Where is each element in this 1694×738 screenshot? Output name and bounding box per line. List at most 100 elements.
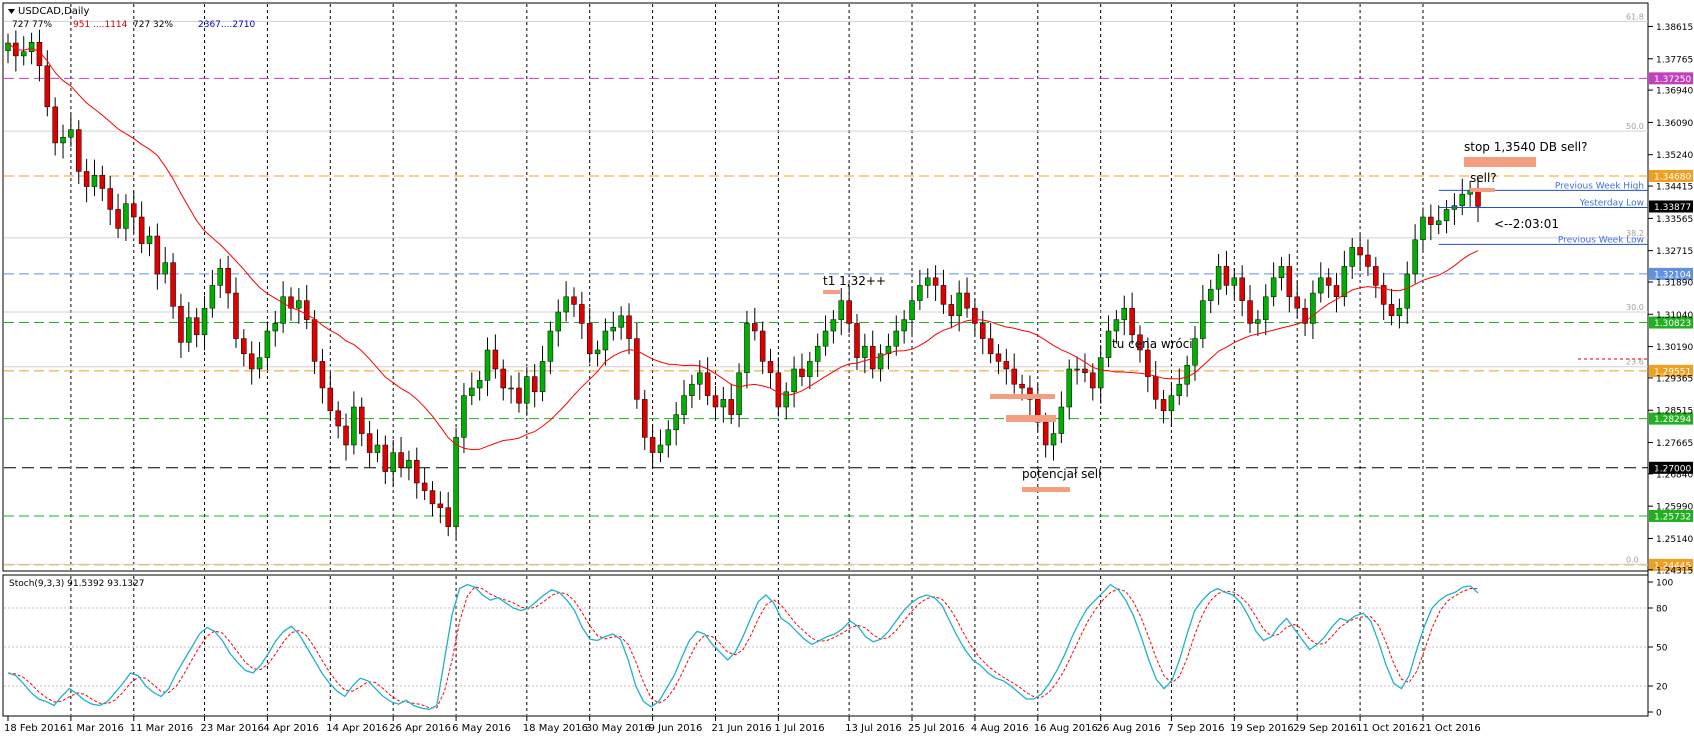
level-badge	[1649, 267, 1693, 280]
candle-body	[429, 490, 436, 505]
candle-body	[1459, 193, 1466, 206]
candle-body	[626, 315, 632, 339]
candle-body	[178, 306, 184, 343]
fib-label: 61.8	[1626, 12, 1644, 21]
stochastic: 100 80 50 20 0	[4, 579, 1673, 719]
price-tick-label: 1.35240	[1656, 151, 1693, 161]
sell-zone-box	[1470, 188, 1495, 192]
candle-body	[461, 395, 467, 438]
candle-body	[830, 319, 837, 332]
date-label: 1 Mar 2016	[67, 723, 124, 734]
candle-body	[99, 174, 106, 189]
candle-body	[343, 425, 349, 446]
level-badge	[1649, 509, 1693, 522]
candle-body	[1263, 296, 1269, 320]
collapse-triangle-icon[interactable]	[8, 9, 15, 14]
price-axis: 1.38615 1.37765 1.36940 1.36090 1.35240 1.344…	[1648, 23, 1693, 576]
date-label: 26 Aug 2016	[1097, 723, 1161, 734]
candle-body	[720, 399, 727, 408]
candle-body	[759, 330, 766, 362]
candle-body	[940, 285, 947, 305]
candle-body	[358, 406, 365, 434]
candle-body	[987, 338, 994, 355]
candle-body	[744, 323, 750, 374]
candle-body	[1443, 209, 1450, 222]
candles	[5, 29, 1481, 540]
candle-body	[1097, 357, 1104, 389]
candle-body	[775, 372, 782, 408]
candle-body	[209, 285, 216, 309]
stoch-tick-label: 50	[1656, 644, 1668, 654]
candle-body	[571, 296, 577, 305]
price-tick-label: 1.31890	[1656, 278, 1693, 288]
candle-body	[1050, 433, 1057, 446]
blue-lines: Previous Week High Yesterday Low Previous …	[1438, 181, 1648, 245]
date-label: 16 Aug 2016	[1034, 723, 1098, 734]
candle-body	[673, 414, 679, 431]
date-label: 6 May 2016	[452, 723, 511, 734]
candle-body	[555, 311, 562, 332]
candle-body	[162, 262, 168, 275]
price-tick-label: 1.31040	[1656, 311, 1693, 321]
candle-body	[1074, 368, 1080, 371]
candle-body	[736, 372, 742, 415]
candle-body	[1247, 300, 1253, 324]
candle-body	[657, 444, 664, 453]
candle-body	[1200, 300, 1206, 339]
candle-body	[107, 188, 113, 210]
candle-body	[1396, 307, 1403, 317]
price-tick-label: 1.37765	[1656, 55, 1693, 65]
candle-body	[783, 391, 789, 408]
candle-body	[602, 330, 609, 351]
level-badge-label: 1.37250	[1654, 75, 1691, 85]
candle-body	[186, 317, 192, 343]
countdown-timer: <--2:03:01	[1494, 217, 1559, 231]
level-badge-label: 1.28294	[1654, 415, 1691, 425]
candle-body	[1176, 383, 1183, 396]
candle-body	[814, 345, 821, 362]
date-label: 11 Mar 2016	[130, 723, 193, 734]
candle-body	[437, 503, 444, 508]
stoch-tick-label: 0	[1656, 709, 1662, 719]
candle-body	[1365, 254, 1371, 267]
candle-body	[1184, 364, 1190, 385]
candle-body	[728, 399, 734, 415]
candle-body	[366, 433, 373, 453]
candle-body	[1231, 277, 1238, 286]
candle-body	[406, 459, 412, 469]
date-label: 7 Sep 2016	[1167, 723, 1224, 734]
date-label: 25 Jul 2016	[908, 723, 965, 734]
level-badge	[1649, 461, 1693, 474]
level-badge	[1649, 72, 1693, 85]
level-layer: 1.37250 1.34680 1.32104 1.30823 1.29551 1.282…	[4, 72, 1693, 571]
candle-body	[641, 399, 648, 438]
candle-body	[524, 376, 530, 404]
candle-body	[767, 361, 774, 374]
stoch-label: Stoch(9,3,3) 91.5392 93.1327	[9, 579, 144, 589]
candle-body	[1058, 406, 1065, 434]
price-tick-label: 1.25140	[1656, 535, 1693, 545]
candle-body	[1035, 399, 1041, 423]
price-tick-label: 1.26840	[1656, 470, 1693, 480]
candle-body	[1380, 285, 1387, 305]
candle-body	[539, 361, 546, 393]
candle-body	[303, 300, 310, 320]
candle-body	[791, 368, 797, 393]
fib-label: 50.0	[1626, 122, 1644, 131]
candle-body	[924, 277, 931, 286]
candle-body	[272, 323, 279, 332]
sell-annotation: sell?	[1470, 171, 1497, 185]
candle-body	[414, 459, 420, 484]
date-label: 1 Jul 2016	[774, 723, 824, 734]
candle-body	[1192, 338, 1198, 366]
blue-level-label: Previous Week High	[1555, 181, 1644, 191]
candle-body	[948, 304, 955, 317]
candle-body	[579, 304, 585, 324]
price-tick-label: 1.36090	[1656, 119, 1693, 129]
candle-body	[390, 452, 396, 472]
candle-body	[995, 353, 1002, 362]
candle-body	[20, 51, 27, 57]
date-label: 4 Apr 2016	[263, 723, 318, 734]
candle-body	[44, 65, 51, 108]
zone-box-2	[1006, 415, 1056, 422]
